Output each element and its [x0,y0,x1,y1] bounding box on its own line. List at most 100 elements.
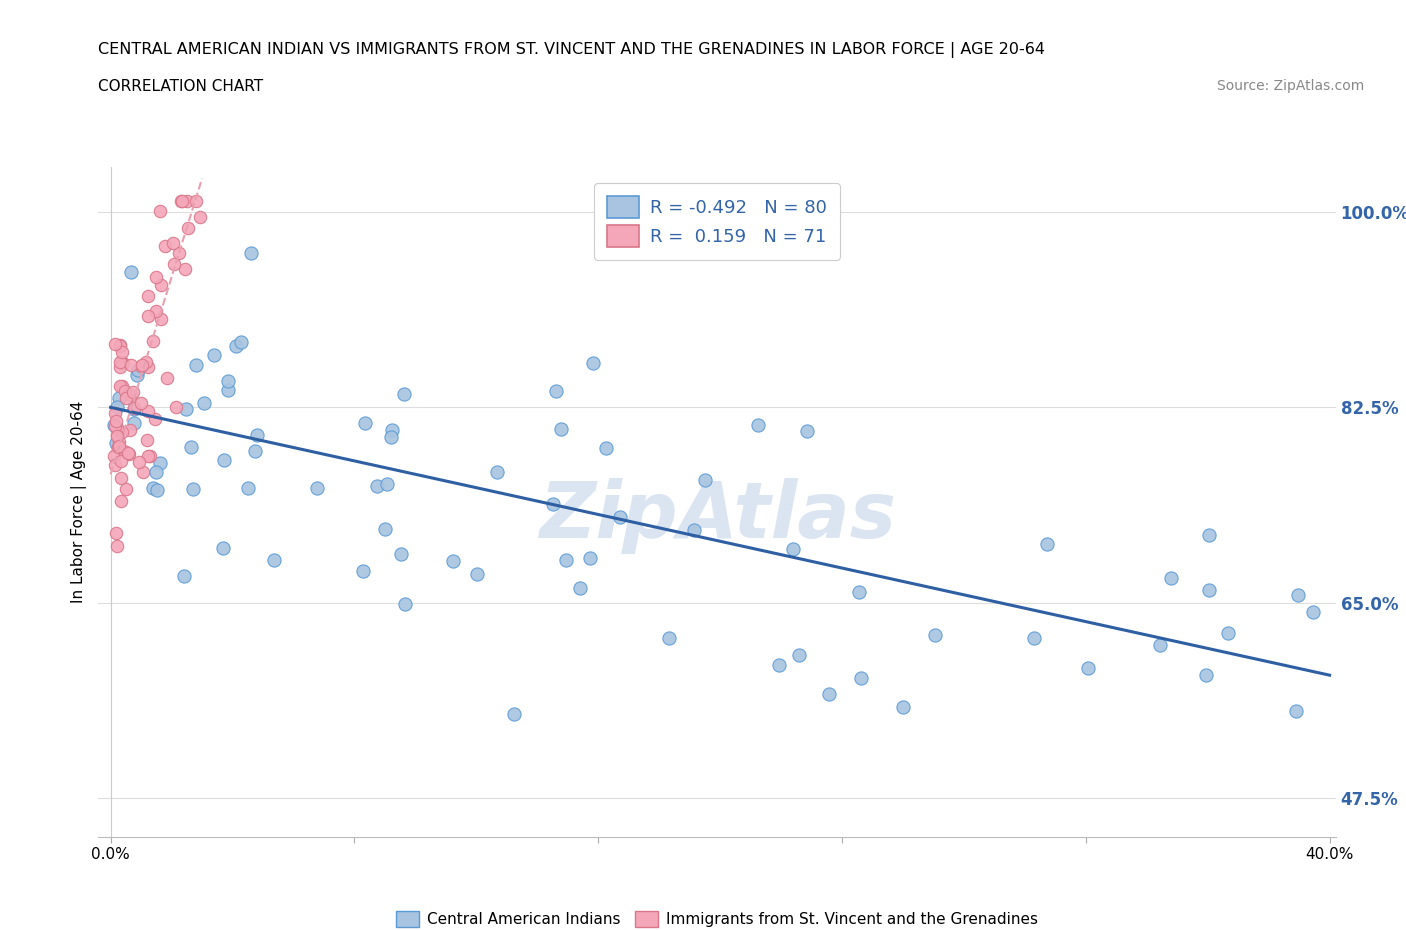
Legend: Central American Indians, Immigrants from St. Vincent and the Grenadines: Central American Indians, Immigrants fro… [389,905,1045,930]
Point [108,339,131,353]
Point [569,581,592,596]
Point [768,658,790,673]
Point [212,453,235,468]
Point [1077,660,1099,675]
Point [122,400,145,415]
Point [104,435,127,450]
Point [1302,604,1324,619]
Point [111,345,134,360]
Point [394,596,416,611]
Text: CORRELATION CHART: CORRELATION CHART [98,79,263,94]
Point [1216,626,1239,641]
Point [1195,667,1218,682]
Point [127,363,149,378]
Point [108,379,131,393]
Point [120,264,142,279]
Point [555,553,578,568]
Point [186,193,208,208]
Point [122,416,145,431]
Text: ZipAtlas: ZipAtlas [538,478,896,553]
Point [111,355,134,370]
Point [105,429,128,444]
Point [796,423,818,438]
Point [693,472,716,487]
Point [145,270,167,285]
Point [184,357,207,372]
Point [117,445,139,460]
Point [578,551,600,565]
Point [136,309,159,324]
Point [582,355,605,370]
Point [153,239,176,254]
Point [136,449,159,464]
Point [145,465,167,480]
Point [217,374,239,389]
Point [136,404,159,418]
Point [120,387,142,402]
Point [380,430,402,445]
Point [125,367,148,382]
Point [683,523,706,538]
Point [924,628,946,643]
Point [103,405,125,420]
Point [1149,638,1171,653]
Point [110,453,132,468]
Point [104,337,127,352]
Point [1036,537,1059,551]
Point [352,564,374,578]
Point [149,204,172,219]
Point [104,526,127,541]
Point [162,236,184,251]
Point [236,481,259,496]
Point [891,699,914,714]
Point [392,387,415,402]
Point [782,541,804,556]
Point [122,385,145,400]
Point [114,391,136,405]
Point [183,482,205,497]
Point [131,357,153,372]
Point [103,449,125,464]
Point [1284,703,1306,718]
Point [239,246,262,260]
Point [381,422,404,437]
Point [212,541,235,556]
Point [107,440,129,455]
Point [818,686,841,701]
Point [110,494,132,509]
Point [112,444,135,458]
Point [146,482,169,497]
Point [180,440,202,455]
Point [1198,527,1220,542]
Point [122,402,145,417]
Point [108,360,131,375]
Point [177,220,200,235]
Point [441,553,464,568]
Point [609,509,631,524]
Point [1286,587,1309,602]
Point [105,414,128,429]
Point [176,193,198,208]
Point [118,446,141,461]
Point [143,412,166,427]
Point [162,257,184,272]
Point [110,354,132,369]
Point [188,209,211,224]
Point [108,338,131,352]
Point [243,444,266,458]
Point [229,335,252,350]
Point [541,497,564,512]
Point [149,456,172,471]
Point [245,428,267,443]
Point [658,631,681,645]
Point [374,522,396,537]
Point [142,480,165,495]
Point [167,246,190,260]
Point [503,707,526,722]
Point [485,465,508,480]
Point [202,348,225,363]
Y-axis label: In Labor Force | Age 20-64: In Labor Force | Age 20-64 [72,401,87,604]
Point [1024,631,1046,645]
Point [114,383,136,398]
Point [389,547,412,562]
